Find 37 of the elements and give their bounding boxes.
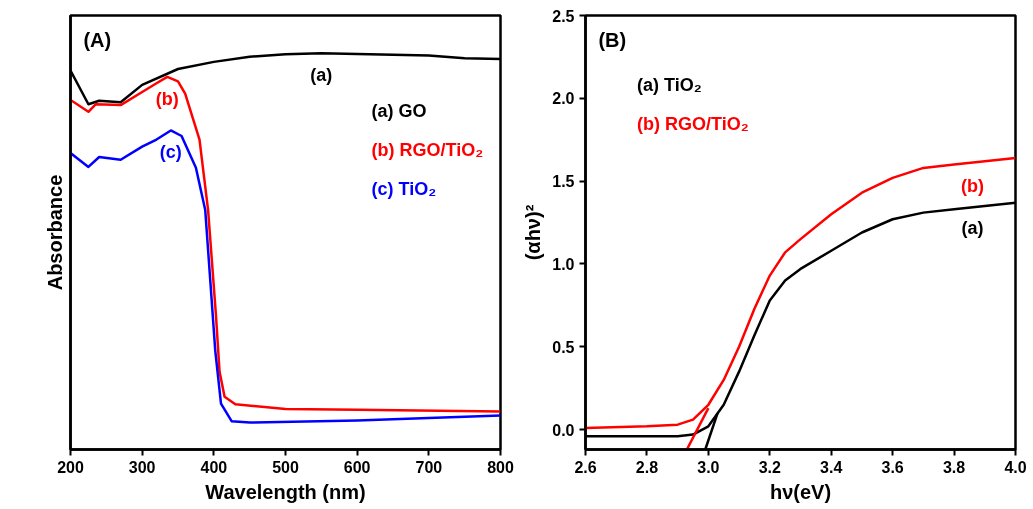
- text: (B): [598, 28, 627, 51]
- y-tick-label: 1.5: [552, 173, 575, 191]
- x-tick-label: 4.0: [1004, 458, 1027, 476]
- x-tick-label: 600: [343, 458, 371, 476]
- x-tick-label: 3.6: [881, 458, 904, 476]
- annotation: (c): [159, 142, 182, 163]
- x-tick-label: 3.8: [942, 458, 966, 476]
- y-tick-label: 1.0: [552, 255, 575, 273]
- x-tick-label: 2.8: [635, 458, 659, 476]
- chart-title: (A): [83, 28, 112, 51]
- x-tick-label: 2.6: [574, 458, 597, 476]
- text: (a) TiO₂: [637, 74, 702, 95]
- y-tick-label: 2.5: [552, 7, 575, 25]
- x-tick-label: 400: [200, 458, 228, 476]
- annotation: (b): [155, 88, 179, 109]
- text: (c) TiO₂: [371, 179, 437, 200]
- x-tick-label: 3.2: [758, 458, 782, 476]
- x-tick-label: 500: [272, 458, 299, 476]
- y-tick-label: 0.0: [552, 421, 575, 439]
- x-tick-label: 300: [128, 458, 156, 476]
- text: (b) RGO/TiO₂: [637, 114, 749, 134]
- y-axis-title: (αhν)²: [522, 204, 545, 261]
- y-tick-label: 2.0: [552, 90, 575, 108]
- y-tick-label: 0.5: [552, 338, 575, 356]
- x-tick-label: 3.0: [697, 458, 720, 476]
- x-tick-label: 3.4: [820, 458, 843, 476]
- y-axis-title: Absorbance: [43, 174, 66, 291]
- annotation: (a): [310, 64, 333, 85]
- x-axis-title: Wavelength (nm): [205, 480, 366, 503]
- x-tick-label: 800: [487, 458, 514, 476]
- annotation: (a): [961, 217, 984, 238]
- text: (a) GO: [371, 100, 427, 121]
- x-tick-label: 700: [415, 458, 443, 476]
- x-tick-label: 200: [57, 458, 84, 476]
- text: (b) RGO/TiO₂: [371, 140, 484, 161]
- x-axis-title: hν(eV): [769, 480, 832, 503]
- annotation: (b): [961, 176, 984, 197]
